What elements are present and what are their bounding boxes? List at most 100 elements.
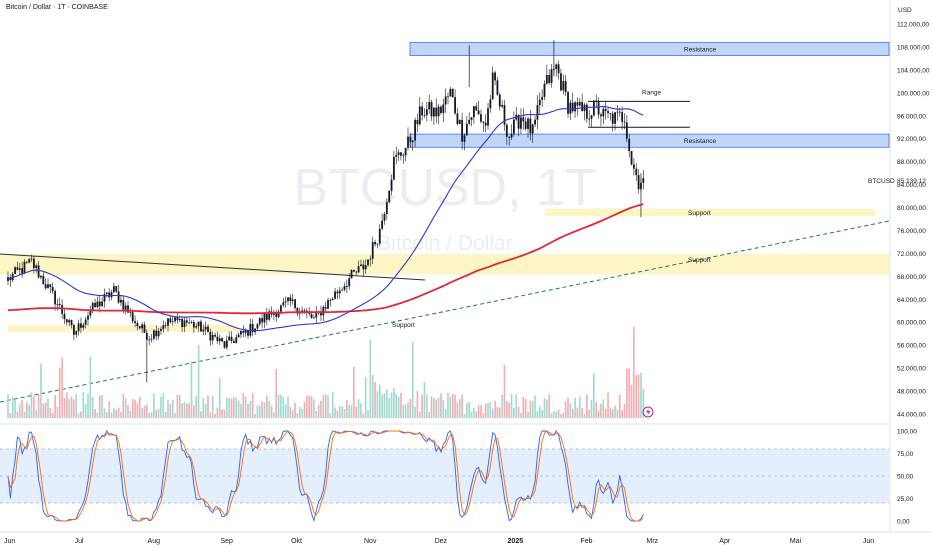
candle-body	[221, 338, 224, 342]
candle-body	[388, 190, 391, 203]
candle-body	[30, 258, 33, 260]
volume-bar	[298, 407, 301, 418]
candle-body	[42, 275, 45, 285]
volume-bar	[195, 395, 198, 418]
candle-body	[174, 317, 176, 322]
candle-body	[80, 323, 82, 328]
time-axis[interactable]: Jun Jul Aug Sep Okt Nov Dez 2025 Feb Mrz Apr Mai Jun	[4, 538, 874, 545]
volume-bar	[129, 411, 132, 418]
volume-bar	[301, 409, 303, 418]
price-axis[interactable]: 112.000,00 108.000,00 104.000,00 100.000,00…	[897, 22, 930, 419]
candle-body	[195, 326, 198, 328]
candle-body	[416, 119, 419, 125]
stochastic-pane	[0, 430, 889, 523]
volume-bar	[157, 409, 160, 418]
candle-body	[567, 91, 569, 114]
volume-bar	[108, 401, 110, 418]
candle-body	[240, 330, 242, 335]
volume-bar	[202, 398, 205, 418]
price-tick-label: 100.000,00	[897, 90, 930, 97]
candle-body	[350, 269, 353, 279]
volume-bar	[162, 392, 165, 418]
candle-body	[284, 301, 287, 303]
candle-body	[355, 271, 358, 273]
candle-body	[430, 102, 433, 117]
candle-body	[115, 286, 118, 292]
candle-body	[402, 155, 405, 157]
volume-bar	[35, 409, 38, 418]
candle-body	[451, 88, 454, 98]
volume-bar	[628, 368, 630, 418]
candle-body	[534, 119, 536, 125]
candle-body	[376, 243, 379, 245]
candle-body	[461, 119, 464, 142]
lightning-icon[interactable]	[642, 406, 654, 418]
volume-bar	[21, 400, 23, 418]
volume-bar	[364, 377, 367, 418]
candle-body	[280, 305, 282, 312]
candle-body	[218, 338, 221, 342]
candle-body	[527, 118, 529, 129]
volume-bar	[270, 406, 273, 418]
candle-body	[32, 258, 35, 269]
volume-bar	[143, 405, 146, 418]
trendlines-layer	[0, 100, 890, 403]
price-tick-label: 108.000,00	[897, 44, 930, 51]
candle-body	[491, 72, 494, 100]
candle-body	[112, 286, 115, 293]
volume-bar	[371, 375, 374, 418]
volume-bar	[303, 401, 306, 418]
candle-body	[228, 336, 231, 341]
candle-body	[54, 291, 56, 305]
candle-body	[324, 307, 327, 309]
volume-bar	[49, 407, 52, 418]
volume-bar	[604, 408, 607, 418]
volume-bar	[218, 377, 221, 418]
volume-bar	[84, 404, 87, 418]
volume-bar	[381, 394, 383, 418]
candle-body	[524, 121, 527, 129]
candle-body	[185, 320, 188, 323]
volume-bar	[626, 368, 628, 418]
candle-body	[108, 292, 111, 298]
volume-bar	[275, 369, 278, 418]
price-tick-label: 92.000,00	[897, 136, 926, 143]
candle-body	[442, 104, 445, 114]
price-tick-label: 76.000,00	[897, 228, 926, 235]
volume-bar	[28, 404, 30, 418]
volume-bar	[574, 397, 576, 418]
volume-bar	[571, 408, 574, 418]
volume-bar	[435, 399, 438, 418]
candle-body	[465, 123, 468, 136]
volume-bar	[355, 406, 358, 418]
candle-body	[602, 108, 605, 117]
candle-body	[362, 264, 365, 270]
candle-body	[428, 102, 431, 110]
candle-body	[581, 101, 584, 111]
volume-bar	[360, 403, 362, 418]
candle-body	[501, 105, 504, 107]
candle-body	[14, 267, 16, 274]
volume-bar	[268, 400, 270, 418]
volume-bar	[197, 344, 200, 418]
candle-body	[409, 136, 412, 143]
volume-bar	[26, 401, 28, 418]
candle-body	[367, 259, 369, 266]
volume-bar	[296, 413, 299, 418]
candle-body	[371, 242, 374, 259]
candle-body	[352, 269, 355, 272]
volume-bar	[228, 397, 230, 418]
volume-bar	[522, 396, 525, 418]
candle-body	[225, 340, 228, 348]
volume-bar	[567, 397, 569, 418]
time-tick-label: Dez	[435, 538, 448, 545]
candle-body	[287, 297, 289, 302]
candle-body	[345, 286, 348, 287]
volume-bar	[315, 411, 318, 418]
volume-bar	[524, 398, 527, 418]
candle-body	[134, 321, 136, 324]
candle-body	[548, 75, 551, 84]
volume-bar	[378, 385, 381, 418]
candle-body	[89, 310, 92, 316]
